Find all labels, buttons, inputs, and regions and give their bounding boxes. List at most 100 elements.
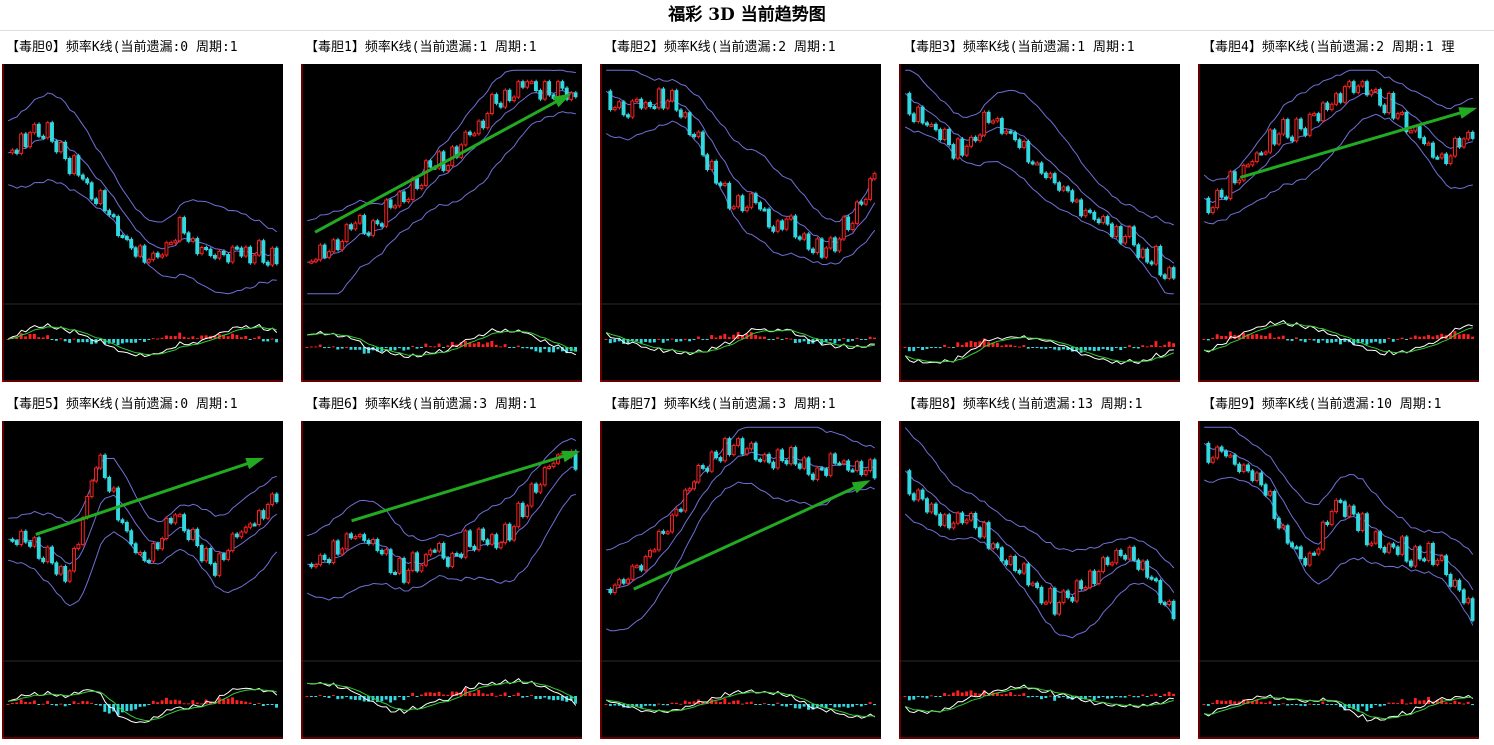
macd-bar (934, 347, 938, 348)
candle (709, 160, 714, 171)
macd-bar (1281, 703, 1285, 705)
macd-bar (1286, 339, 1290, 341)
candle (371, 539, 375, 545)
candle (907, 470, 912, 495)
candle (736, 438, 740, 446)
macd-bar (842, 704, 846, 707)
candle (1087, 570, 1092, 589)
candle (129, 238, 134, 249)
candle (683, 489, 688, 512)
macd-bar (820, 339, 824, 345)
macd-bar (411, 692, 415, 696)
candle (859, 201, 864, 205)
candle (991, 543, 995, 549)
candle (472, 545, 477, 551)
macd-bar (1418, 700, 1422, 704)
macd-bar (525, 696, 529, 697)
candle (1400, 536, 1405, 555)
candle (384, 199, 389, 227)
macd-bar (125, 704, 129, 712)
macd-bar (138, 339, 142, 340)
macd-bar (714, 337, 718, 339)
macd-bar (1084, 696, 1087, 700)
candle (45, 546, 50, 563)
macd-bar (85, 701, 89, 704)
macd-bar (1277, 336, 1281, 339)
macd-bar (763, 703, 766, 705)
candle (344, 224, 349, 243)
macd-bar (50, 704, 54, 705)
candle (1039, 162, 1044, 174)
candle (621, 101, 626, 116)
candle (208, 548, 213, 564)
candle (445, 557, 450, 567)
candle (489, 94, 494, 115)
candle (366, 232, 371, 236)
candle (489, 534, 494, 545)
candle (1268, 490, 1272, 496)
candle (1017, 570, 1022, 574)
candle (1356, 513, 1361, 531)
candle (76, 155, 81, 176)
macd-bar (424, 343, 428, 347)
candle (995, 543, 1000, 549)
candle (142, 551, 147, 561)
macd-bar (1413, 335, 1417, 339)
macd-bar (305, 347, 309, 348)
macd-bar (1141, 345, 1145, 347)
macd-bar (534, 696, 538, 700)
macd-dea-line (905, 336, 1174, 363)
candle (815, 467, 820, 480)
candle (221, 553, 226, 560)
candle (388, 549, 393, 573)
candle (124, 522, 129, 532)
candle (481, 528, 486, 541)
candle (230, 246, 235, 263)
band-lower (307, 111, 576, 295)
macd-bar (468, 692, 472, 696)
candle (85, 496, 90, 519)
macd-bar (103, 339, 107, 345)
candle (1158, 580, 1163, 604)
candle (1342, 501, 1347, 517)
candle (982, 522, 987, 538)
macd-bar (1172, 693, 1175, 696)
candle (419, 564, 424, 572)
macd-bar (956, 342, 960, 347)
candle (837, 238, 842, 252)
macd-bar (732, 334, 736, 339)
candle (1276, 133, 1281, 145)
macd-bar (182, 703, 186, 705)
macd-bar (244, 335, 248, 339)
macd-bar (1409, 337, 1413, 339)
candle (1294, 546, 1299, 550)
macd-bar (433, 346, 437, 348)
macd-bar (468, 342, 472, 347)
candle (476, 528, 481, 551)
macd-bar (995, 342, 999, 347)
candle (722, 182, 727, 186)
macd-bar (318, 344, 322, 347)
chart-title: 【毒胆2】频率K线(当前遗漏:2 周期:1 (604, 40, 836, 55)
candle (911, 493, 916, 501)
macd-bar (1022, 693, 1026, 696)
candle (1131, 546, 1136, 561)
macd-bar (688, 339, 692, 342)
candle (1461, 138, 1466, 148)
candle (1224, 450, 1228, 457)
macd-bar (1365, 704, 1369, 712)
candle (1290, 136, 1294, 142)
macd-bar (516, 692, 520, 696)
macd-bar (916, 347, 920, 348)
macd-bar (1418, 336, 1422, 339)
macd-bar (187, 337, 190, 339)
candle (1232, 171, 1237, 184)
candle (1351, 505, 1356, 515)
candle (1158, 245, 1163, 276)
candle (173, 514, 178, 524)
macd-bar (749, 332, 753, 339)
candle (1259, 152, 1264, 156)
candle (1426, 142, 1431, 146)
candle (740, 438, 745, 455)
candle (991, 120, 995, 124)
